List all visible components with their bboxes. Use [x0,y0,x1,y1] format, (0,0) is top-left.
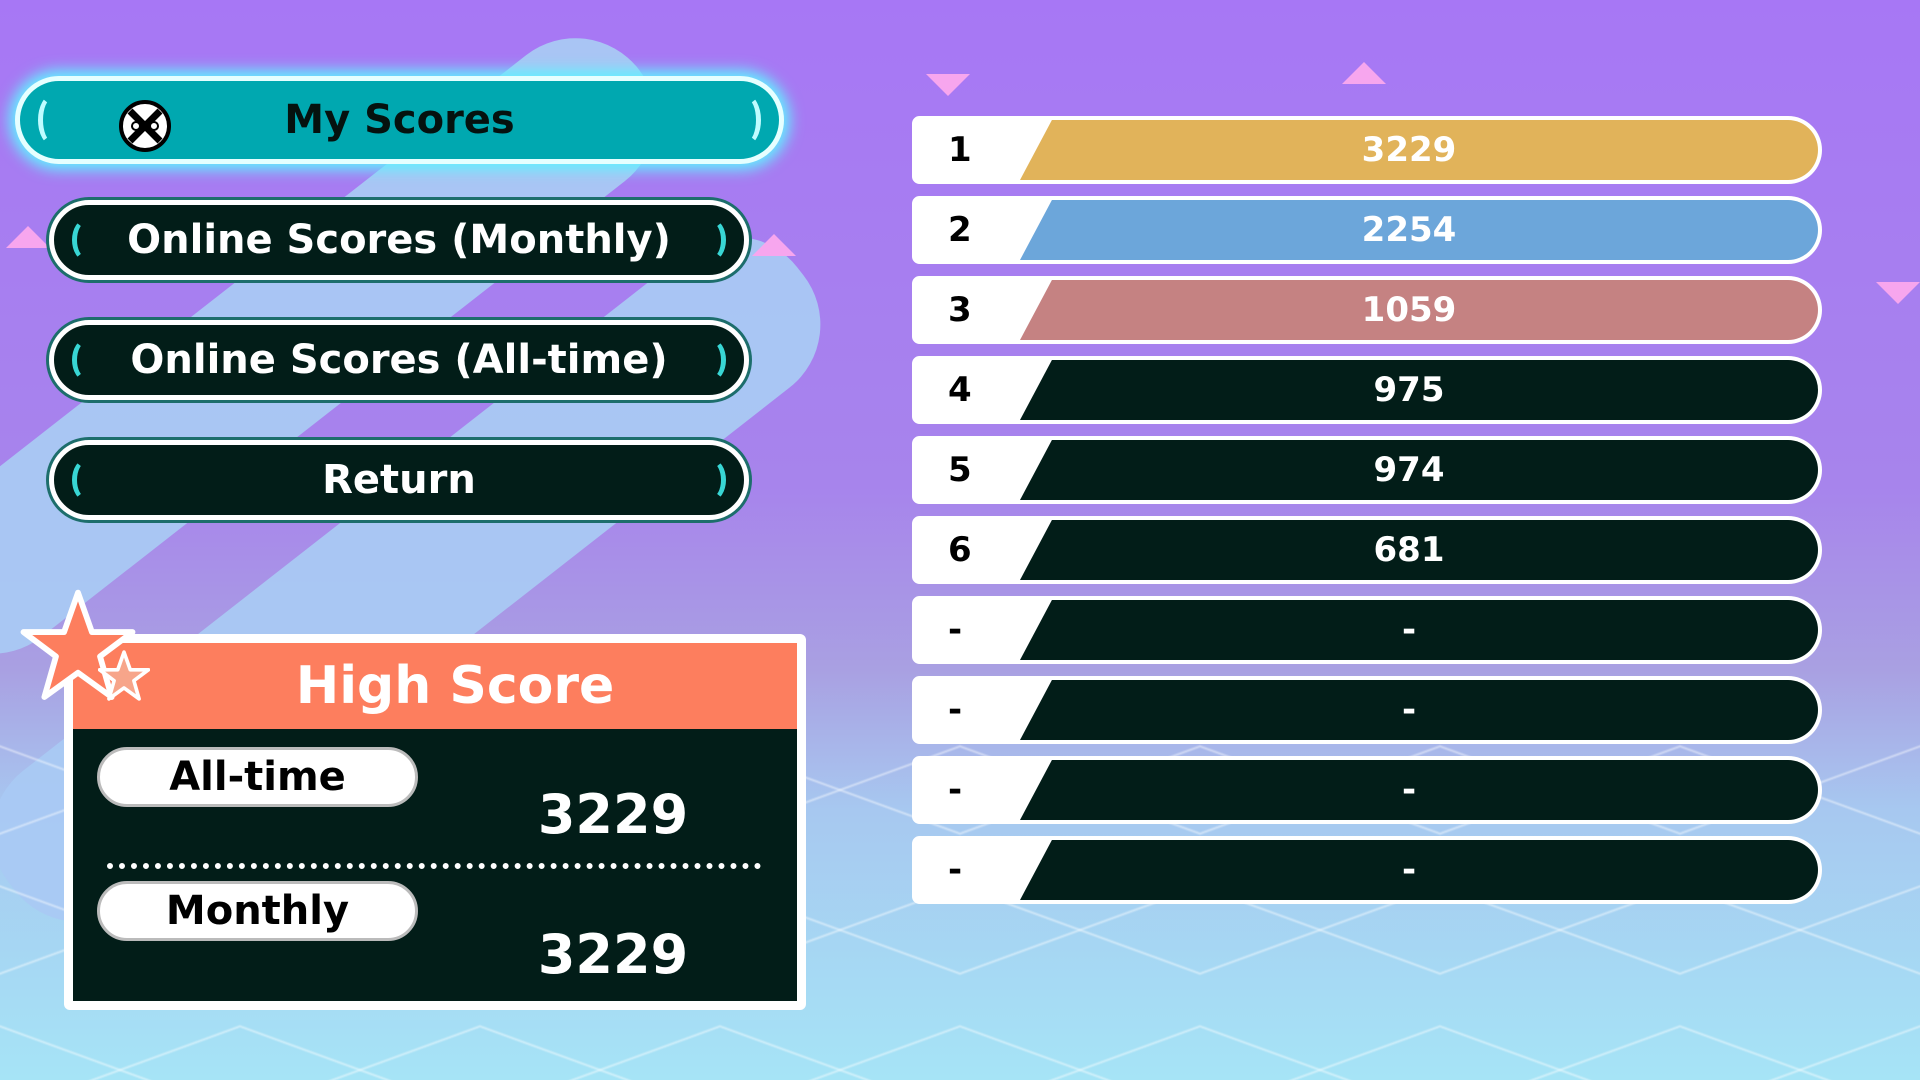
score-value: - [1401,690,1417,730]
decor-triangle [1342,62,1386,84]
score-value: - [1401,850,1417,890]
score-value: 1059 [1361,290,1457,330]
leaderboard-row: - - [912,836,1822,904]
monthly-value: 3229 [537,923,689,986]
rank-label: - [948,610,963,650]
my-scores-button[interactable]: My Scores [15,76,784,164]
my-scores-label: My Scores [284,97,515,143]
bracket-left-icon [72,459,100,501]
score-value: 2254 [1361,210,1457,250]
leaderboard-row: 4 975 [912,356,1822,424]
rank-label: 1 [948,130,972,170]
small-star-icon [98,650,150,701]
rank-label: 3 [948,290,972,330]
rank-label: 4 [948,370,972,410]
score-value: 3229 [1361,130,1457,170]
bracket-left-icon [72,339,100,381]
bracket-right-icon [698,339,726,381]
score-value: - [1401,610,1417,650]
leaderboard-row: 5 974 [912,436,1822,504]
decor-triangle [6,226,50,248]
rank-label: 6 [948,530,972,570]
leaderboard-row: - - [912,596,1822,664]
rank-label: 5 [948,450,972,490]
score-bar: - [1020,600,1818,660]
star-icon [20,589,136,700]
leaderboard-row: - - [912,756,1822,824]
controller-x-icon [119,100,171,152]
bracket-right-icon [698,219,726,261]
score-value: 975 [1373,370,1445,410]
return-button[interactable]: Return [49,440,749,520]
online-scores-all-time-button[interactable]: Online Scores (All-time) [49,320,749,400]
decor-triangle [926,74,970,96]
score-bar: 681 [1020,520,1818,580]
all-time-label: All-time [97,747,418,807]
return-label: Return [322,457,476,503]
bracket-left-icon [38,95,66,145]
online-scores-monthly-label: Online Scores (Monthly) [127,217,671,263]
online-scores-all-time-label: Online Scores (All-time) [130,337,668,383]
score-value: 681 [1373,530,1445,570]
score-bar: 975 [1020,360,1818,420]
bracket-left-icon [72,219,100,261]
rank-label: - [948,770,963,810]
high-score-title: High Score [73,643,797,729]
score-bar: - [1020,760,1818,820]
monthly-label: Monthly [97,881,418,941]
decor-triangle [1876,282,1920,304]
score-bar: 974 [1020,440,1818,500]
rank-label: - [948,850,963,890]
decor-triangle [752,234,796,256]
leaderboard-row: 1 3229 [912,116,1822,184]
online-scores-monthly-button[interactable]: Online Scores (Monthly) [49,200,749,280]
bracket-right-icon [733,95,761,145]
bracket-right-icon [698,459,726,501]
leaderboard-row: 3 1059 [912,276,1822,344]
divider [107,863,761,869]
score-bar: 1059 [1020,280,1818,340]
leaderboard-row: 2 2254 [912,196,1822,264]
score-value: 974 [1373,450,1445,490]
score-bar: - [1020,680,1818,740]
leaderboard-row: 6 681 [912,516,1822,584]
rank-label: 2 [948,210,972,250]
rank-label: - [948,690,963,730]
all-time-value: 3229 [537,783,689,846]
score-value: - [1401,770,1417,810]
score-bar: 2254 [1020,200,1818,260]
high-score-panel: High Score All-time 3229 Monthly 3229 [64,634,806,1010]
leaderboard-row: - - [912,676,1822,744]
score-bar: - [1020,840,1818,900]
score-bar: 3229 [1020,120,1818,180]
